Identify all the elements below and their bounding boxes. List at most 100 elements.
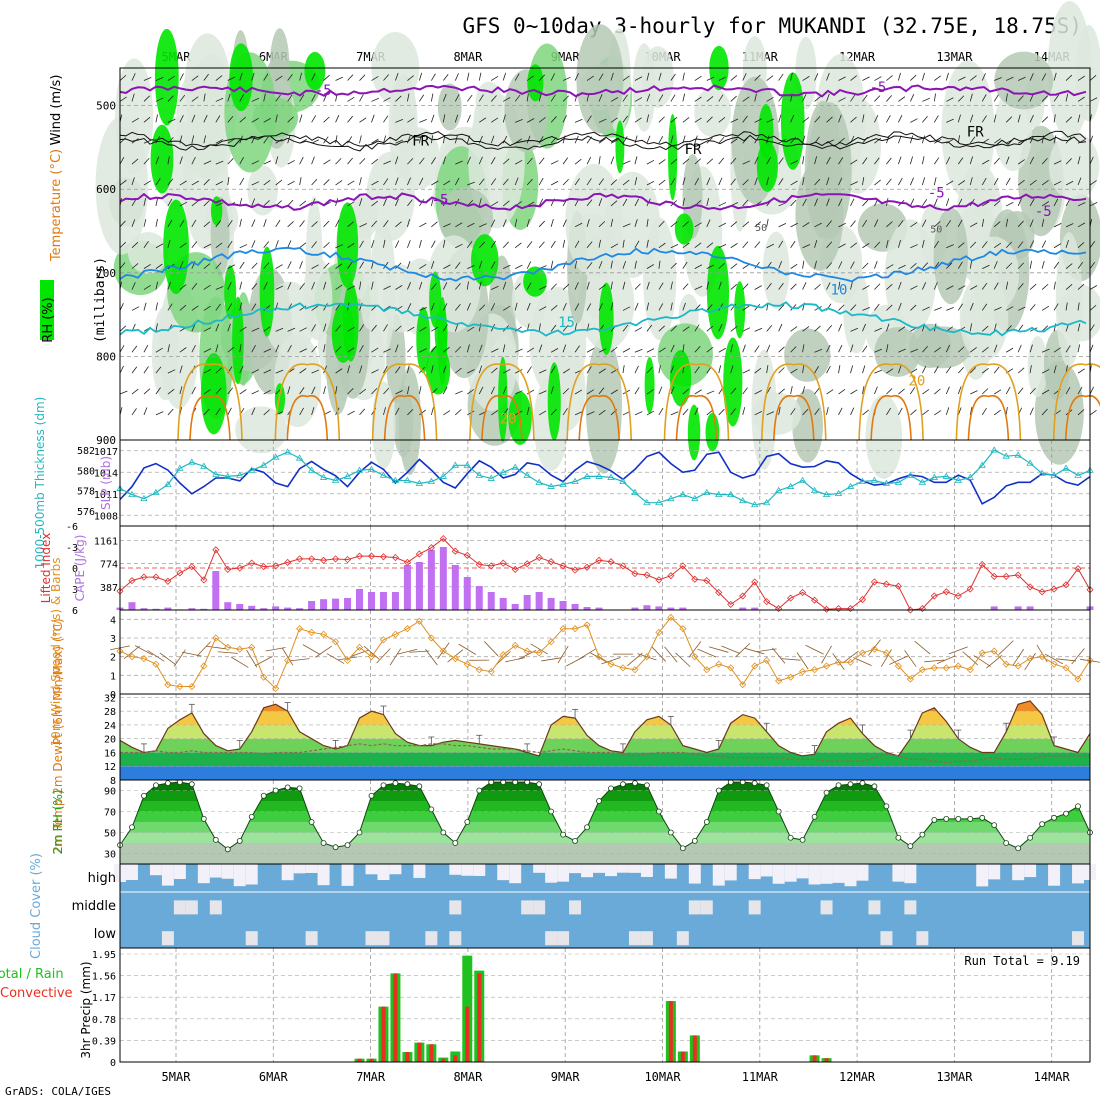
precip-axis-label: 3hr Precip (mm) [79,961,93,1058]
contour-20-loop [858,363,924,441]
wind-speed-point [978,649,986,657]
wind-barb [1005,241,1013,249]
wind-speed-point [667,613,675,622]
thickness-tick-label: 576 [77,507,95,518]
wind-barb [982,159,990,165]
wind-barb [371,369,379,374]
wind-barb [335,346,342,353]
wind-barb [167,344,170,353]
precip-convective-bar [393,973,398,1062]
wind-barb [634,302,639,311]
surface-wind-barb [349,649,370,658]
wind-barb [179,284,187,290]
wind-barb [898,135,902,144]
wind-barb [862,219,868,228]
rh-point [129,824,135,831]
surface-wind-barb [397,648,418,655]
wind-barb [754,327,763,332]
cloud-high-cell [844,864,857,887]
wind-speed-point [1014,662,1022,670]
wind-barb [407,93,410,102]
contour-label: 20 [500,411,517,427]
wind-barb [981,177,987,186]
wind-barb [550,240,556,248]
wind-barb [359,281,362,290]
wind-barb [862,409,870,416]
precip-tick-label: 0.78 [92,1015,116,1026]
wind-barb [658,303,664,311]
wind-barb [993,323,997,332]
wind-barb [562,344,567,353]
wind-barb [981,368,989,374]
rh-legend-swatch [40,280,54,340]
wind-barb [478,365,483,374]
wind-barb [538,117,546,123]
wind-barb [455,346,462,353]
wind-barb [227,115,234,123]
wind-barb [215,387,222,395]
lifted-index-point [942,588,950,596]
rh-shade-high [232,296,244,385]
wind-barb [862,365,866,374]
wind-barb [203,200,210,207]
wind-barb [838,157,844,165]
cloud-high-cell [341,864,354,886]
lifted-index-point [787,594,795,602]
wind-barb [574,73,579,81]
wind-barb [155,366,162,374]
wind-speed-point [607,660,615,668]
rh-point [655,808,662,815]
wind-barb [431,326,439,332]
rh-shade-high [336,202,359,289]
wind-barb [215,303,221,311]
wind-barb [395,119,404,123]
wind-barb [359,408,366,416]
cape-bar [990,606,998,610]
wind-barb [215,97,224,102]
wind-barb [766,177,769,186]
thickness-point [511,463,519,470]
wind-barb [371,97,379,102]
rh-point [344,842,351,848]
wind-barb [502,200,510,207]
wind-speed-point [583,621,591,629]
thickness-point [1002,452,1010,459]
surface-wind-barb [282,648,294,666]
wind-barb [610,389,618,395]
rh-point [392,780,399,787]
wind-speed-point [511,641,519,650]
wind-barb [155,302,158,311]
rh-band [120,782,1090,791]
wind-barb [119,156,125,165]
wind-barb [778,157,784,165]
thickness-point [176,464,184,471]
lifted-index-point [140,573,148,581]
wind-barb [1053,243,1062,249]
wind-barb [1053,114,1056,123]
cape-bar [403,565,411,610]
lifted-index-point [906,606,914,614]
thickness-point [200,462,208,469]
wind-barb [347,96,355,102]
wind-barb [886,239,889,248]
precip-convective-bar [381,1006,386,1062]
temp-band [120,752,1090,767]
wind-barb [898,326,906,332]
wind-barb [478,135,483,144]
wind-barb [407,282,412,290]
wind-barb [167,239,171,248]
wind-barb [119,262,126,269]
wind-barb [1029,387,1036,395]
cloud-high-cell [628,864,641,873]
wind-barb [1041,260,1045,269]
wind-barb [957,198,963,207]
wind-barb [694,264,703,269]
wind-barb [850,75,858,81]
cape-bar [344,598,352,610]
wind-barb [957,366,964,374]
footer-credit: GrADS: COLA/IGES [5,1085,111,1098]
wind-barb [502,344,506,353]
contour-25-loop [1064,394,1100,441]
wind-barb [275,344,280,353]
